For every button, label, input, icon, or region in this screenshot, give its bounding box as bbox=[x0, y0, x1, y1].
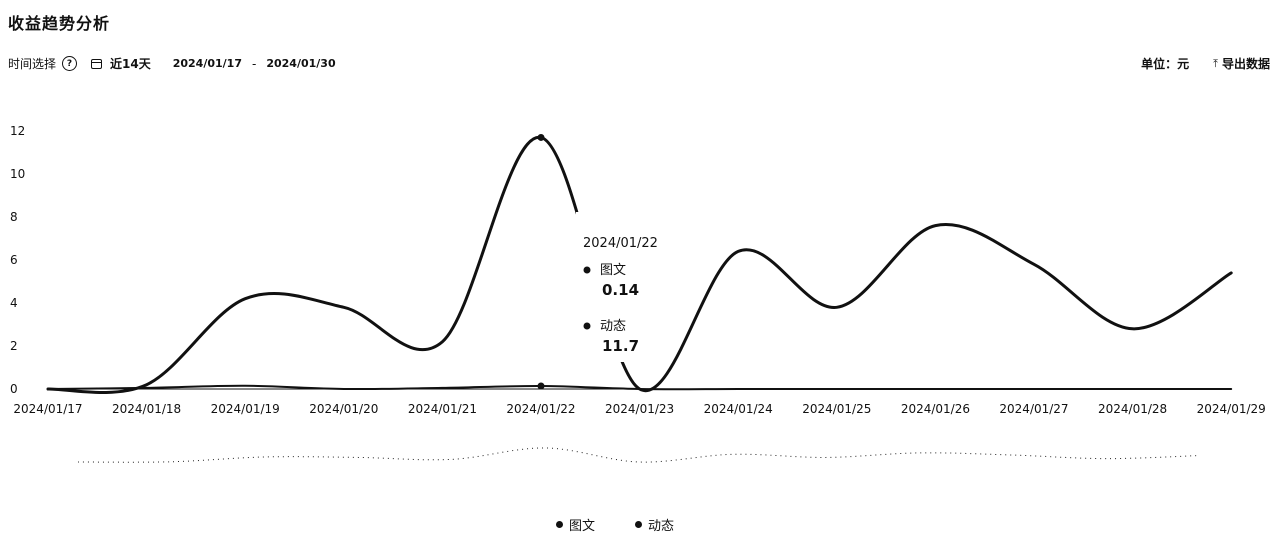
range-select[interactable]: 近14天 bbox=[110, 57, 151, 71]
date-separator: - bbox=[251, 56, 257, 71]
time-select-label: 时间选择 bbox=[8, 57, 57, 71]
date-end-input[interactable]: 2024/01/30 bbox=[266, 57, 336, 70]
overview-trace bbox=[77, 447, 1201, 463]
x-tick-label: 2024/01/28 bbox=[1098, 402, 1167, 416]
calendar-icon[interactable] bbox=[91, 58, 103, 69]
hover-point bbox=[537, 133, 545, 141]
y-tick-label: 2 bbox=[10, 339, 18, 353]
y-tick-label: 8 bbox=[10, 210, 18, 224]
legend-dot bbox=[635, 521, 642, 528]
y-tick-label: 4 bbox=[10, 296, 18, 310]
x-tick-label: 2024/01/24 bbox=[704, 402, 773, 416]
series-line-动态 bbox=[46, 135, 1233, 394]
tooltip-value: 0.14 bbox=[602, 281, 639, 299]
legend-item-动态[interactable]: 动态 bbox=[635, 515, 674, 534]
x-tick-label: 2024/01/17 bbox=[13, 402, 82, 416]
date-start-input[interactable]: 2024/01/17 bbox=[172, 57, 242, 70]
x-tick-label: 2024/01/22 bbox=[506, 402, 575, 416]
tooltip-box bbox=[576, 212, 671, 362]
tooltip-dot bbox=[583, 266, 591, 274]
legend-item-图文[interactable]: 图文 bbox=[555, 515, 595, 534]
export-button[interactable]: 导出数据 bbox=[1221, 57, 1270, 71]
legend-label: 动态 bbox=[648, 519, 675, 534]
y-tick-label: 10 bbox=[10, 167, 25, 181]
help-icon[interactable]: ? bbox=[62, 56, 78, 71]
x-tick-label: 2024/01/18 bbox=[112, 402, 181, 416]
y-tick-label: 6 bbox=[10, 253, 18, 267]
tooltip-series-name: 动态 bbox=[600, 319, 626, 334]
x-tick-label: 2024/01/27 bbox=[999, 402, 1068, 416]
x-tick-label: 2024/01/26 bbox=[901, 402, 970, 416]
x-tick-label: 2024/01/19 bbox=[211, 402, 280, 416]
tooltip-date: 2024/01/22 bbox=[583, 236, 658, 251]
y-tick-label: 12 bbox=[10, 124, 25, 138]
x-tick-label: 2024/01/29 bbox=[1197, 402, 1266, 416]
chart-legend: 图文 动态 bbox=[0, 515, 1230, 534]
legend-label: 图文 bbox=[568, 519, 595, 534]
toolbar-left: 时间选择 ? 近14天 2024/01/17 - 2024/01/30 bbox=[8, 55, 336, 72]
tooltip-dot bbox=[583, 322, 591, 330]
export-icon[interactable]: ⤒ bbox=[1213, 56, 1218, 70]
toolbar-right: 单位：元 ⤒ 导出数据 bbox=[1141, 55, 1270, 72]
legend-dot bbox=[555, 521, 563, 528]
hover-point bbox=[537, 382, 545, 390]
x-tick-label: 2024/01/23 bbox=[605, 402, 674, 416]
toolbar: 时间选择 ? 近14天 2024/01/17 - 2024/01/30 单位：元… bbox=[8, 55, 1270, 73]
y-tick-label: 0 bbox=[10, 382, 18, 396]
unit-label: 单位：元 bbox=[1141, 57, 1190, 71]
tooltip-series-name: 图文 bbox=[600, 263, 626, 278]
x-tick-label: 2024/01/21 bbox=[408, 402, 477, 416]
x-tick-label: 2024/01/25 bbox=[802, 402, 871, 416]
tooltip-value: 11.7 bbox=[602, 337, 639, 355]
x-tick-label: 2024/01/20 bbox=[309, 402, 378, 416]
page-title: 收益趋势分析 bbox=[8, 14, 111, 33]
